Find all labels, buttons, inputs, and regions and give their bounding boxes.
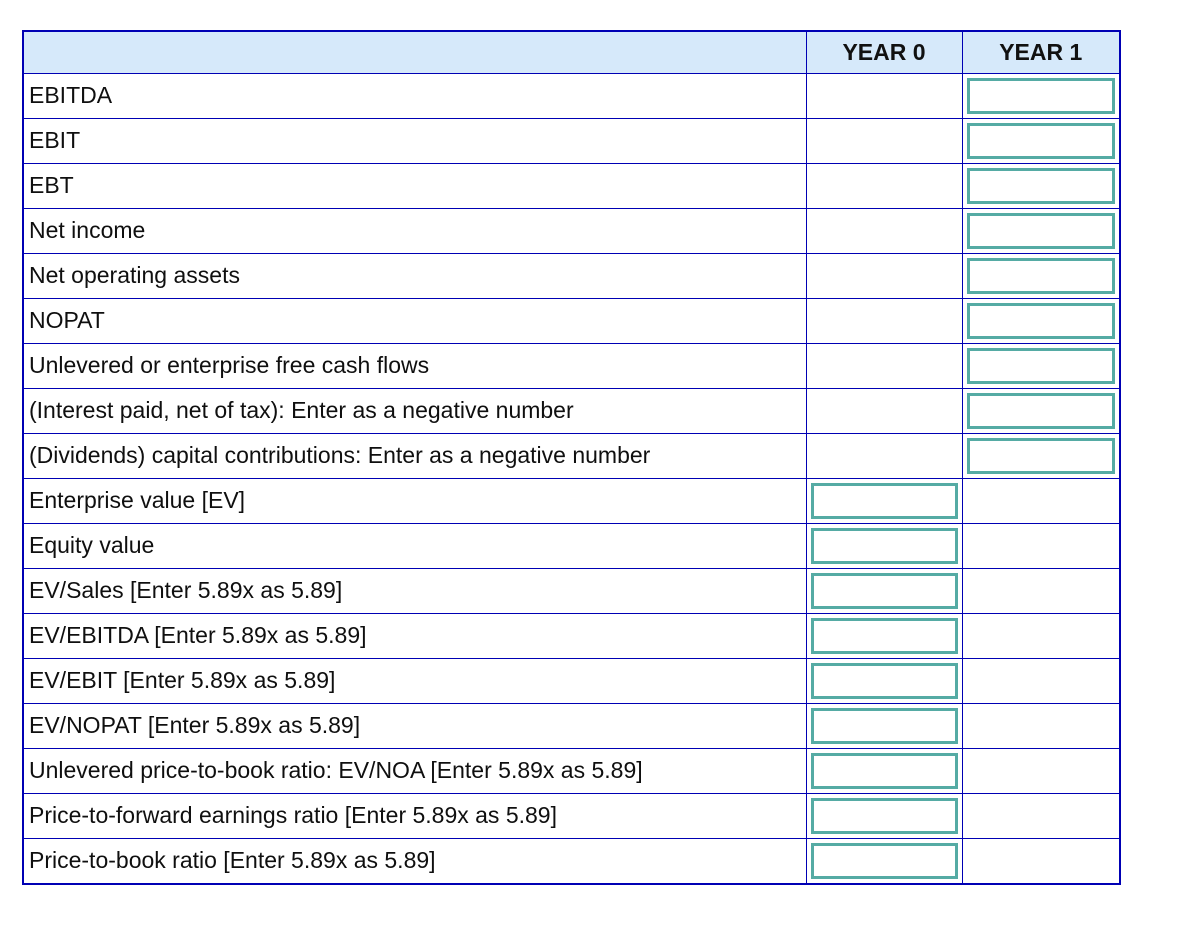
row-label: Price-to-forward earnings ratio [Enter 5…: [22, 792, 807, 839]
table-row: EV/Sales [Enter 5.89x as 5.89]: [22, 567, 1121, 614]
table-body: EBITDA EBIT EBT Net income Net operating ass…: [22, 72, 1121, 884]
year1-cell: [961, 207, 1121, 254]
year0-cell: [805, 387, 963, 434]
year0-cell: [805, 837, 963, 884]
table-row: (Dividends) capital contributions: Enter…: [22, 432, 1121, 479]
row-label: Unlevered price-to-book ratio: EV/NOA [E…: [22, 747, 807, 794]
year1-input[interactable]: [966, 347, 1115, 384]
year1-input[interactable]: [966, 167, 1115, 204]
year1-input[interactable]: [966, 257, 1115, 294]
year0-cell: [805, 477, 963, 524]
row-label: EV/NOPAT [Enter 5.89x as 5.89]: [22, 702, 807, 749]
year0-input[interactable]: [810, 617, 958, 654]
year1-input[interactable]: [966, 302, 1115, 339]
table-row: (Interest paid, net of tax): Enter as a …: [22, 387, 1121, 434]
row-label: EBT: [22, 162, 807, 209]
year1-cell: [961, 162, 1121, 209]
table-row: Unlevered or enterprise free cash flows: [22, 342, 1121, 389]
table-row: Net operating assets: [22, 252, 1121, 299]
year1-input[interactable]: [966, 392, 1115, 429]
table-row: Enterprise value [EV]: [22, 477, 1121, 524]
year1-input[interactable]: [966, 437, 1115, 474]
table-row: Net income: [22, 207, 1121, 254]
row-label: EV/EBIT [Enter 5.89x as 5.89]: [22, 657, 807, 704]
row-label: Enterprise value [EV]: [22, 477, 807, 524]
year1-cell: [961, 657, 1121, 704]
year0-cell: [805, 72, 963, 119]
year0-cell: [805, 747, 963, 794]
row-label: Net operating assets: [22, 252, 807, 299]
row-label: EV/Sales [Enter 5.89x as 5.89]: [22, 567, 807, 614]
year0-cell: [805, 252, 963, 299]
year0-cell: [805, 432, 963, 479]
table-row: Unlevered price-to-book ratio: EV/NOA [E…: [22, 747, 1121, 794]
table-row: Equity value: [22, 522, 1121, 569]
row-label: (Interest paid, net of tax): Enter as a …: [22, 387, 807, 434]
year0-cell: [805, 792, 963, 839]
row-label: Unlevered or enterprise free cash flows: [22, 342, 807, 389]
year1-cell: [961, 792, 1121, 839]
year1-input[interactable]: [966, 122, 1115, 159]
year0-cell: [805, 567, 963, 614]
year1-cell: [961, 837, 1121, 884]
header-cell-label: [22, 30, 807, 74]
year1-cell: [961, 702, 1121, 749]
year1-cell: [961, 522, 1121, 569]
year1-cell: [961, 567, 1121, 614]
year0-input[interactable]: [810, 572, 958, 609]
year0-cell: [805, 657, 963, 704]
row-label: Net income: [22, 207, 807, 254]
year0-cell: [805, 207, 963, 254]
year0-input[interactable]: [810, 527, 958, 564]
table-header: YEAR 0 YEAR 1: [22, 30, 1121, 74]
year0-input[interactable]: [810, 842, 958, 879]
year0-cell: [805, 297, 963, 344]
year1-cell: [961, 252, 1121, 299]
worksheet-table-container: YEAR 0 YEAR 1 EBITDA EBIT EBT Net income Net…: [22, 30, 1121, 885]
year0-input[interactable]: [810, 482, 958, 519]
row-label: Price-to-book ratio [Enter 5.89x as 5.89…: [22, 837, 807, 884]
row-label: EV/EBITDA [Enter 5.89x as 5.89]: [22, 612, 807, 659]
year1-cell: [961, 747, 1121, 794]
year0-input[interactable]: [810, 707, 958, 744]
year0-cell: [805, 162, 963, 209]
table-row: EV/EBITDA [Enter 5.89x as 5.89]: [22, 612, 1121, 659]
year1-input[interactable]: [966, 77, 1115, 114]
year0-cell: [805, 342, 963, 389]
year1-cell: [961, 342, 1121, 389]
year0-input[interactable]: [810, 797, 958, 834]
table-row: Price-to-forward earnings ratio [Enter 5…: [22, 792, 1121, 839]
year1-cell: [961, 432, 1121, 479]
row-label: NOPAT: [22, 297, 807, 344]
year1-cell: [961, 387, 1121, 434]
header-cell-year0: YEAR 0: [805, 30, 963, 74]
year1-cell: [961, 297, 1121, 344]
year1-input[interactable]: [966, 212, 1115, 249]
header-cell-year1: YEAR 1: [961, 30, 1121, 74]
financial-metrics-table: YEAR 0 YEAR 1 EBITDA EBIT EBT Net income Net…: [22, 30, 1121, 885]
year0-cell: [805, 522, 963, 569]
year0-input[interactable]: [810, 752, 958, 789]
header-row: YEAR 0 YEAR 1: [22, 30, 1121, 74]
year1-cell: [961, 117, 1121, 164]
year0-input[interactable]: [810, 662, 958, 699]
table-row: EV/EBIT [Enter 5.89x as 5.89]: [22, 657, 1121, 704]
row-label: Equity value: [22, 522, 807, 569]
year0-cell: [805, 612, 963, 659]
table-row: Price-to-book ratio [Enter 5.89x as 5.89…: [22, 837, 1121, 884]
table-row: EV/NOPAT [Enter 5.89x as 5.89]: [22, 702, 1121, 749]
year1-cell: [961, 477, 1121, 524]
row-label: EBIT: [22, 117, 807, 164]
table-row: EBITDA: [22, 72, 1121, 119]
row-label: (Dividends) capital contributions: Enter…: [22, 432, 807, 479]
year1-cell: [961, 72, 1121, 119]
table-row: EBIT: [22, 117, 1121, 164]
year0-cell: [805, 702, 963, 749]
row-label: EBITDA: [22, 72, 807, 119]
year0-cell: [805, 117, 963, 164]
year1-cell: [961, 612, 1121, 659]
table-row: EBT: [22, 162, 1121, 209]
table-row: NOPAT: [22, 297, 1121, 344]
